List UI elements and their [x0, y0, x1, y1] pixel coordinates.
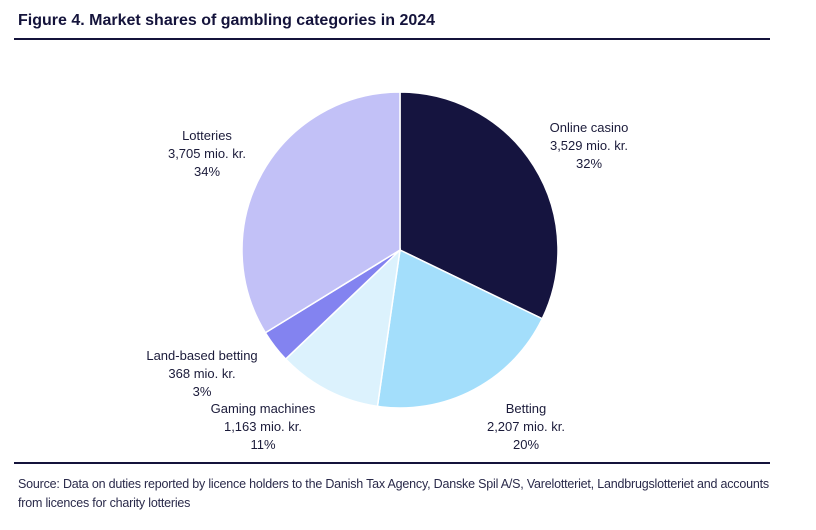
pie-chart-svg: Online casino 3,529 mio. kr. 32% Betting 2,2…: [146, 91, 629, 452]
slice-category-label: Land-based betting: [146, 348, 257, 363]
slice-percent-label: 32%: [576, 156, 602, 171]
chart-title: Figure 4. Market shares of gambling cate…: [18, 12, 436, 29]
slice-percent-label: 20%: [513, 437, 539, 452]
slice-label-betting: Betting 2,207 mio. kr. 20%: [487, 401, 565, 452]
pie-slice-online-casino: [399, 91, 559, 320]
slice-value-label: 368 mio. kr.: [168, 366, 235, 381]
pie-slice-betting: [376, 248, 544, 409]
pie-slice-gaming-machines: [284, 247, 402, 408]
slice-category-label: Lotteries: [182, 128, 232, 143]
slice-value-label: 3,529 mio. kr.: [550, 138, 628, 153]
pie-slice-lotteries: [241, 91, 401, 334]
slice-value-label: 3,705 mio. kr.: [168, 146, 246, 161]
slice-value-label: 1,163 mio. kr.: [224, 419, 302, 434]
slice-percent-label: 34%: [194, 164, 220, 179]
slice-category-label: Online casino: [550, 120, 629, 135]
slice-label-gaming-machines: Gaming machines 1,163 mio. kr. 11%: [211, 401, 316, 452]
source-divider: [14, 462, 770, 464]
title-divider: [14, 38, 770, 40]
slice-category-label: Gaming machines: [211, 401, 316, 416]
slice-category-label: Betting: [506, 401, 546, 416]
slice-label-online-casino: Online casino 3,529 mio. kr. 32%: [550, 120, 629, 171]
source-note: Source: Data on duties reported by licen…: [18, 477, 769, 510]
slice-label-lotteries: Lotteries 3,705 mio. kr. 34%: [168, 128, 246, 179]
slice-percent-label: 3%: [193, 384, 212, 399]
slice-label-land-based-betting: Land-based betting 368 mio. kr. 3%: [146, 348, 257, 399]
slice-percent-label: 11%: [250, 437, 275, 452]
slice-value-label: 2,207 mio. kr.: [487, 419, 565, 434]
pie-chart: Online casino 3,529 mio. kr. 32% Betting 2,2…: [0, 40, 816, 460]
